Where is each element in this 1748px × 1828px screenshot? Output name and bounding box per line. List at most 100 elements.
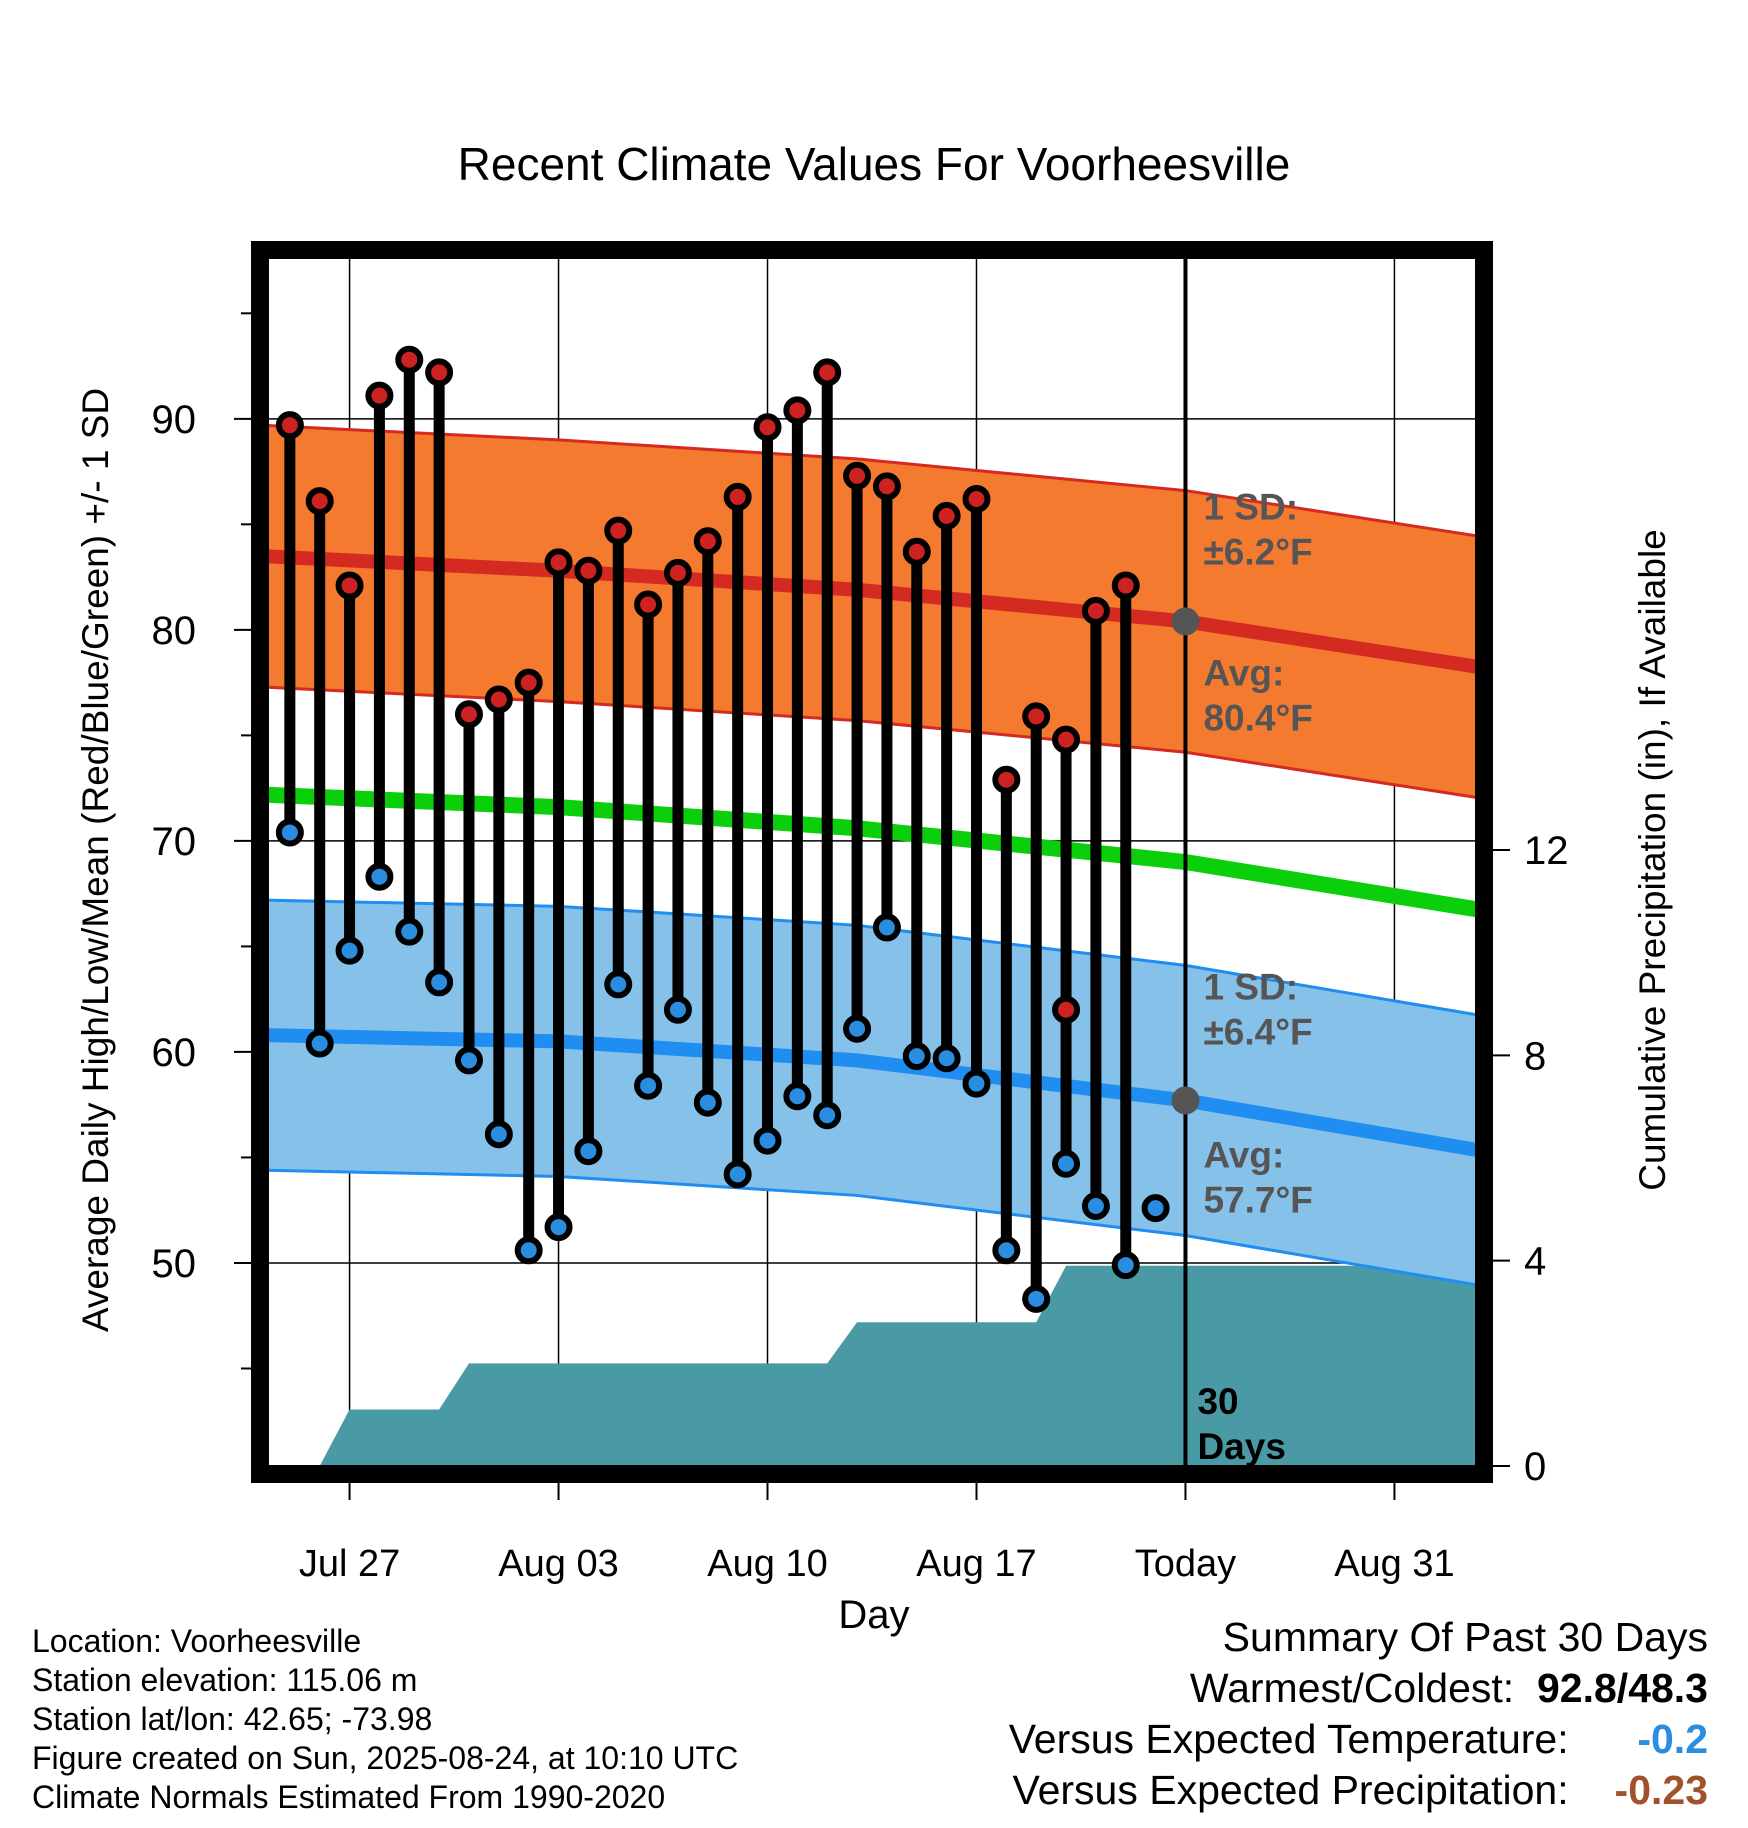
temp-anomaly-label: Versus Expected Temperature: xyxy=(1008,1716,1569,1762)
high-avg-value: 80.4°F xyxy=(1203,697,1312,738)
daily-low-point xyxy=(693,1088,722,1117)
daily-low-point xyxy=(1111,1251,1140,1280)
daily-low-point xyxy=(962,1069,991,1098)
temp-anomaly-row: Versus Expected Temperature: -0.2 xyxy=(1009,1714,1708,1765)
daily-low-point xyxy=(425,968,454,997)
precip-area xyxy=(319,1265,1484,1474)
high-sd-title: 1 SD: xyxy=(1203,487,1298,528)
days-count: 30 xyxy=(1197,1381,1238,1422)
daily-high-point xyxy=(484,685,513,714)
daily-high-point xyxy=(1081,596,1110,625)
daily-high-point xyxy=(514,668,543,697)
daily-low-point xyxy=(902,1042,931,1071)
high-avg-title: Avg: xyxy=(1203,652,1284,693)
daily-high-point xyxy=(335,571,364,600)
daily-high-point xyxy=(693,527,722,556)
x-tick-label: Aug 17 xyxy=(916,1543,1036,1585)
daily-low-point xyxy=(275,818,304,847)
daily-high-point xyxy=(1052,725,1081,754)
today-low-normal-marker xyxy=(1171,1086,1200,1115)
daily-high-point xyxy=(634,590,663,619)
high-sd-value: ±6.2°F xyxy=(1203,532,1312,573)
created-text: Figure created on Sun, 2025-08-24, at 10… xyxy=(32,1740,739,1776)
low-sd-lower-line xyxy=(260,1168,1484,1288)
daily-low-point xyxy=(634,1071,663,1100)
precip-anomaly-value: -0.23 xyxy=(1614,1767,1708,1813)
daily-low-point xyxy=(992,1236,1021,1265)
station-info: Location: Voorheesville Station elevatio… xyxy=(32,1622,738,1817)
y-tick-label: 70 xyxy=(152,820,197,864)
x-tick-label: Aug 31 xyxy=(1334,1543,1454,1585)
daily-low-point xyxy=(604,970,633,999)
today-high-normal-marker xyxy=(1171,607,1200,636)
daily-low-point xyxy=(813,1101,842,1130)
x-tick-label: Today xyxy=(1135,1543,1236,1585)
daily-high-point xyxy=(813,358,842,387)
plot-frame xyxy=(251,241,1493,1483)
x-tick-label: Aug 10 xyxy=(707,1543,827,1585)
daily-low-point xyxy=(723,1160,752,1189)
chart-title: Recent Climate Values For Voorheesville xyxy=(458,138,1291,190)
warmest-coldest-row: Warmest/Coldest: 92.8/48.3 xyxy=(1009,1663,1708,1714)
daily-low-point xyxy=(454,1046,483,1075)
summary-title: Summary Of Past 30 Days xyxy=(1222,1614,1708,1660)
daily-high-point xyxy=(454,700,483,729)
low-normal-line xyxy=(260,1028,1484,1159)
daily-high-point xyxy=(992,765,1021,794)
y2-tick-label: 0 xyxy=(1524,1445,1546,1489)
daily-high-point xyxy=(604,516,633,545)
daily-low-point xyxy=(1052,1149,1081,1178)
daily-high-point xyxy=(753,413,782,442)
axes: Jul 27 Aug 03 Aug 10 Aug 17 Today Aug 31 50 60 7… xyxy=(152,312,1569,1585)
y-tick-label: 80 xyxy=(152,609,197,653)
daily-low-point xyxy=(365,862,394,891)
daily-points xyxy=(275,345,1200,1313)
daily-high-point xyxy=(305,487,334,516)
daily-low-point xyxy=(514,1236,543,1265)
latlon-text: Station lat/lon: 42.65; -73.98 xyxy=(32,1701,433,1737)
daily-low-point xyxy=(1141,1194,1170,1223)
summary-panel: Summary Of Past 30 Days Warmest/Coldest:… xyxy=(1009,1612,1708,1816)
y2-tick-label: 12 xyxy=(1524,829,1569,873)
precip-anomaly-row: Versus Expected Precipitation: -0.23 xyxy=(1009,1765,1709,1816)
daily-high-point xyxy=(932,501,961,530)
daily-high-point xyxy=(723,482,752,511)
warmest-coldest-label: Warmest/Coldest: xyxy=(1189,1665,1515,1711)
precip-anomaly-label: Versus Expected Precipitation: xyxy=(1012,1767,1569,1813)
daily-low-point xyxy=(663,995,692,1024)
daily-high-point xyxy=(902,537,931,566)
y-axis-label: Average Daily High/Low/Mean (Red/Blue/Gr… xyxy=(75,388,116,1332)
daily-high-point xyxy=(783,396,812,425)
y-tick-label: 60 xyxy=(152,1031,197,1075)
normals-text: Climate Normals Estimated From 1990-2020 xyxy=(32,1779,666,1815)
daily-low-point xyxy=(1022,1284,1051,1313)
daily-high-point xyxy=(843,461,872,490)
low-avg-value: 57.7°F xyxy=(1203,1179,1312,1220)
precip-area-fill xyxy=(319,1265,1484,1474)
x-axis-label: Day xyxy=(838,1593,909,1637)
x-tick-label: Aug 03 xyxy=(498,1543,618,1585)
daily-high-point xyxy=(544,548,573,577)
daily-low-point xyxy=(783,1082,812,1111)
daily-high-marker xyxy=(1052,995,1081,1024)
daily-high-point xyxy=(275,411,304,440)
daily-low-point xyxy=(335,936,364,965)
daily-low-point xyxy=(544,1213,573,1242)
daily-low-point xyxy=(843,1014,872,1043)
y2-axis-label: Cumulative Precipitation (in), If Availa… xyxy=(1632,529,1673,1191)
daily-low-point xyxy=(872,913,901,942)
daily-high-point xyxy=(1022,702,1051,731)
days-label: Days xyxy=(1197,1426,1285,1467)
daily-high-point xyxy=(425,358,454,387)
daily-high-point xyxy=(365,381,394,410)
daily-high-point xyxy=(962,485,991,514)
daily-low-point xyxy=(395,917,424,946)
daily-low-point xyxy=(305,1029,334,1058)
temp-anomaly-value: -0.2 xyxy=(1637,1716,1708,1762)
high-sd-upper-line xyxy=(260,423,1484,539)
daily-high-point xyxy=(872,472,901,501)
daily-low-point xyxy=(753,1126,782,1155)
